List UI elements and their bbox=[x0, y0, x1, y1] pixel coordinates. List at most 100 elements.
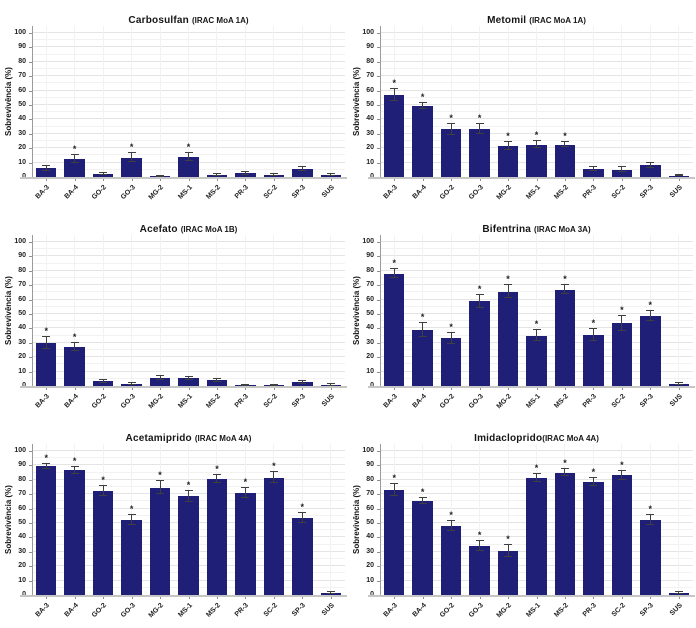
y-tick-label: 90 bbox=[18, 252, 26, 260]
vertical-gridline bbox=[273, 26, 275, 177]
error-bar-cap-top bbox=[156, 375, 165, 377]
error-bar bbox=[422, 497, 424, 504]
chart-panel-imidacloprido: Imidacloprido(IRAC MoA 4A) Sobrevivência … bbox=[348, 418, 696, 628]
error-bar-cap-top bbox=[70, 465, 79, 467]
error-bar bbox=[649, 311, 651, 322]
bar-MG-2 bbox=[497, 551, 519, 595]
bar-BA-3 bbox=[383, 489, 405, 595]
x-tick-mark bbox=[479, 596, 481, 599]
chart-title: Carbosulfan (IRAC MoA 1A) bbox=[32, 10, 345, 28]
error-bar-cap-bottom bbox=[298, 169, 307, 171]
error-bar bbox=[450, 520, 452, 531]
y-tick-label: 60 bbox=[366, 504, 374, 512]
vertical-gridline bbox=[678, 26, 680, 177]
significance-marker: * bbox=[477, 112, 482, 123]
error-bar bbox=[621, 167, 623, 173]
vertical-gridline bbox=[74, 26, 76, 177]
error-bar-cap-bottom bbox=[646, 524, 655, 526]
x-tick-label: SC-2 bbox=[262, 393, 279, 410]
error-bar-cap-top bbox=[532, 140, 541, 141]
y-tick-mark bbox=[377, 133, 380, 135]
bar-BA-4 bbox=[64, 347, 85, 386]
y-tick-mark bbox=[377, 551, 380, 553]
x-tick-mark bbox=[536, 596, 538, 599]
y-tick-label: 50 bbox=[366, 310, 374, 317]
chart-panel-bifentrina: Bifentrina (IRAC MoA 3A) Sobrevivência (%)… bbox=[348, 209, 696, 418]
error-bar-cap-top bbox=[184, 151, 193, 153]
y-tick-label: 70 bbox=[366, 72, 374, 80]
y-tick-mark bbox=[377, 580, 380, 582]
error-bar bbox=[216, 474, 218, 484]
x-tick-label: BA-3 bbox=[34, 602, 52, 619]
x-tick-mark bbox=[650, 387, 652, 390]
error-bar bbox=[592, 478, 594, 486]
x-tick-label: SC-2 bbox=[610, 602, 627, 619]
y-axis-line bbox=[32, 235, 33, 386]
error-bar-cap-top bbox=[241, 384, 250, 386]
y-tick-mark bbox=[377, 451, 380, 452]
bar-PR-3 bbox=[583, 169, 604, 177]
error-bar bbox=[393, 484, 395, 496]
significance-marker: * bbox=[72, 144, 77, 155]
y-tick-label: 20 bbox=[366, 144, 374, 152]
y-tick-mark bbox=[377, 119, 380, 121]
chart-title-moa: (IRAC MoA 1B) bbox=[180, 225, 238, 234]
plot-area: * * * * * * * * * * bbox=[32, 444, 345, 595]
x-tick-mark bbox=[508, 178, 510, 181]
y-tick-mark bbox=[377, 61, 380, 63]
x-tick-mark bbox=[564, 596, 566, 599]
error-bar-cap-bottom bbox=[269, 384, 278, 386]
error-bar bbox=[507, 285, 509, 299]
y-tick-label: 40 bbox=[18, 324, 26, 332]
error-bar-cap-bottom bbox=[532, 147, 541, 149]
significance-marker: * bbox=[506, 130, 510, 141]
x-tick-mark bbox=[188, 387, 190, 390]
x-axis-line bbox=[20, 595, 347, 597]
bar-MS-1 bbox=[526, 477, 547, 595]
error-bar-cap-bottom bbox=[418, 502, 427, 504]
error-bar-cap-bottom bbox=[127, 160, 136, 162]
error-bar bbox=[621, 471, 623, 480]
x-tick-label: SUS bbox=[668, 393, 684, 409]
error-bar-cap-top bbox=[99, 171, 108, 173]
chart-title-moa: (IRAC MoA 1A) bbox=[529, 16, 586, 25]
x-tick-label: GO-2 bbox=[439, 393, 457, 411]
y-axis-line bbox=[32, 26, 33, 177]
significance-marker: * bbox=[44, 326, 48, 337]
bar-SP-3 bbox=[292, 382, 313, 386]
bar-MG-2 bbox=[497, 291, 519, 386]
vertical-gridline bbox=[131, 26, 133, 177]
x-tick-mark bbox=[160, 387, 162, 390]
significance-marker: * bbox=[243, 476, 248, 487]
y-tick-label: 70 bbox=[366, 490, 374, 498]
significance-marker: * bbox=[129, 142, 134, 153]
error-bar-cap-top bbox=[504, 544, 513, 546]
plot-area: * * * * * * * * * * bbox=[380, 235, 693, 386]
significance-marker: * bbox=[563, 458, 567, 468]
x-tick-label: MS-2 bbox=[553, 393, 570, 410]
x-tick-mark bbox=[564, 387, 566, 390]
error-bar bbox=[273, 471, 275, 484]
y-tick-label: 30 bbox=[366, 129, 374, 137]
plot-area: * * * * * * * * * * bbox=[380, 444, 693, 595]
y-tick-mark bbox=[29, 566, 32, 568]
significance-marker: * bbox=[449, 322, 453, 333]
bar-MG-2 bbox=[497, 146, 519, 177]
error-bar bbox=[188, 490, 189, 503]
error-bar bbox=[649, 515, 651, 526]
bar-BA-3 bbox=[383, 94, 405, 177]
vertical-gridline bbox=[507, 444, 509, 595]
bar-SP-3 bbox=[640, 316, 661, 386]
x-tick-label: SP-3 bbox=[639, 393, 656, 409]
bar-MS-1 bbox=[526, 144, 547, 177]
vertical-gridline bbox=[244, 235, 246, 386]
error-bar-cap-top bbox=[504, 284, 513, 286]
error-bar-cap-bottom bbox=[418, 336, 427, 338]
bar-GO-3 bbox=[121, 157, 142, 177]
x-tick-mark bbox=[593, 387, 595, 390]
y-tick-label: 0 bbox=[350, 591, 374, 599]
error-bar-cap-top bbox=[390, 88, 399, 90]
y-tick-mark bbox=[29, 90, 32, 92]
y-tick-mark bbox=[377, 285, 380, 287]
error-bar-cap-top bbox=[560, 140, 569, 142]
